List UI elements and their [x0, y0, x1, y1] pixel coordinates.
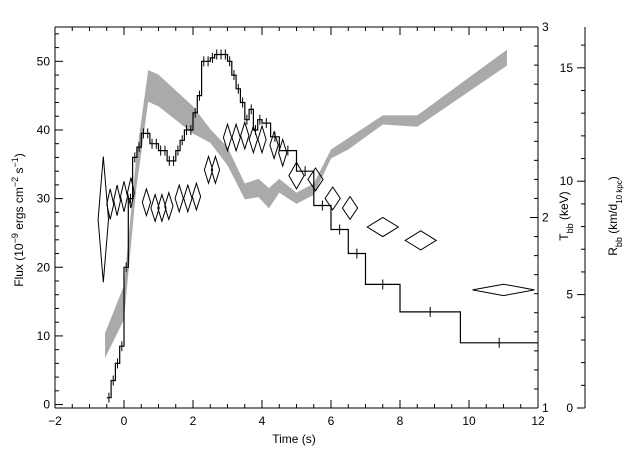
temperature-diamonds-layer	[97, 120, 535, 297]
temperature-diamond	[210, 154, 221, 185]
temperature-diamond	[366, 216, 400, 238]
flux-tick-label: 20	[37, 260, 51, 274]
temperature-tick-label: 2	[542, 211, 549, 225]
flux-tick-label: 10	[37, 329, 51, 343]
temperature-diamond	[119, 181, 129, 212]
y-axis-title-temperature: Tbb (keV)	[557, 191, 575, 240]
temperature-diamond	[278, 137, 288, 168]
radius-tick-label: 15	[560, 61, 574, 75]
temperature-diamond	[404, 230, 438, 251]
temperature-diamond	[257, 124, 267, 155]
x-tick-label: 2	[190, 414, 197, 428]
temperature-diamond	[150, 192, 160, 223]
temperature-diamond	[183, 183, 193, 214]
temperature-diamond	[97, 156, 110, 283]
flux-tick-label: 40	[37, 123, 51, 137]
x-tick-label: 4	[259, 414, 266, 428]
temperature-diamond	[341, 195, 359, 221]
y-axis-title-radius: Rbb (km/d10 kpc)	[606, 176, 624, 256]
y-axis-title-flux: Flux (10−9 ergs cm−2 s−1)	[10, 153, 26, 287]
radius-tick-label: 5	[566, 288, 573, 302]
x-tick-label: 6	[328, 414, 335, 428]
temperature-diamond	[113, 184, 122, 216]
temperature-diamond	[231, 122, 241, 153]
flux-tick-label: 0	[43, 398, 50, 412]
x-axis-title: Time (s)	[272, 432, 316, 446]
temperature-diamond	[126, 177, 135, 209]
temperature-diamond	[157, 192, 167, 223]
temperature-diamond	[288, 161, 305, 190]
radius-tick-label: 10	[560, 174, 574, 188]
flux-tick-label: 50	[37, 54, 51, 68]
temperature-diamond	[324, 186, 341, 211]
radius-tick-label: 0	[566, 401, 573, 415]
temperature-diamond	[191, 181, 202, 212]
x-tick-label: −2	[48, 414, 62, 428]
temperature-diamond	[472, 283, 535, 297]
x-tick-label: 8	[397, 414, 404, 428]
x-tick-label: 12	[531, 414, 545, 428]
temperature-tick-label: 1	[542, 401, 549, 415]
flux-histogram	[106, 53, 538, 399]
radius-band	[105, 49, 507, 359]
x-tick-label: 10	[462, 414, 476, 428]
temperature-diamond	[240, 120, 250, 151]
temperature-diamond	[164, 191, 174, 222]
temperature-diamond	[203, 154, 214, 185]
radius-band-layer	[105, 49, 507, 359]
axis-labels-layer: Time (s) Flux (10−9 ergs cm−2 s−1) Tbb (…	[10, 153, 624, 446]
temperature-diamond	[269, 130, 279, 161]
x-tick-label: 0	[121, 414, 128, 428]
temperature-tick-label: 3	[542, 20, 549, 34]
temperature-diamond	[307, 167, 324, 192]
flux-tick-label: 30	[37, 192, 51, 206]
temperature-diamond	[106, 188, 115, 220]
flux-histogram-layer	[106, 49, 538, 403]
temperature-diamond	[141, 187, 152, 218]
